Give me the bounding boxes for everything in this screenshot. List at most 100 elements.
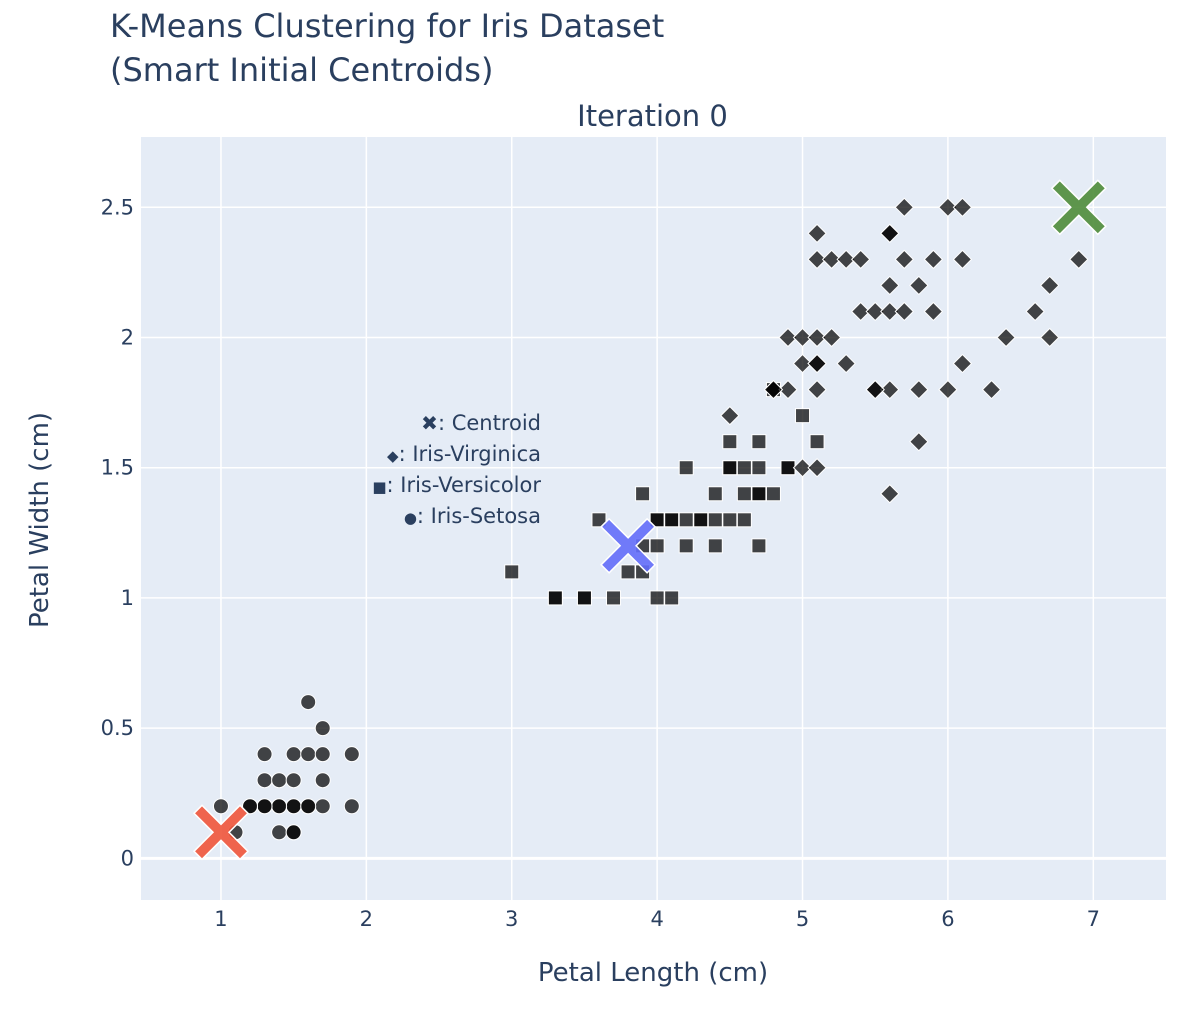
chart-subtitle: Iteration 0	[577, 99, 728, 133]
y-tick-label: 2	[121, 326, 134, 350]
legend-text: : Iris-Setosa	[417, 504, 541, 528]
virginica-point	[952, 353, 973, 374]
versicolor-point	[693, 512, 709, 528]
chart-title-line-1: K-Means Clustering for Iris Dataset	[110, 7, 665, 45]
legend-entry: ●: Iris-Setosa	[404, 504, 541, 528]
versicolor-point	[707, 538, 723, 554]
centroid-marker	[1050, 179, 1107, 236]
virginica-point	[880, 301, 900, 322]
virginica-point	[894, 197, 915, 218]
versicolor-point	[736, 486, 752, 502]
virginica-point	[850, 249, 871, 270]
virginica-point	[807, 327, 827, 348]
versicolor-point	[722, 512, 738, 528]
virginica-point	[865, 301, 885, 322]
versicolor-point	[591, 512, 607, 528]
versicolor-point	[547, 590, 563, 606]
virginica-point	[792, 458, 813, 478]
versicolor-point	[765, 486, 781, 502]
virginica-point	[778, 379, 798, 400]
setosa-point	[256, 772, 273, 789]
centroid-marker	[600, 517, 657, 574]
virginica-point	[880, 484, 900, 504]
setosa-point	[271, 824, 288, 841]
legend-entry: ■: Iris-Versicolor	[372, 473, 541, 497]
legend-entry: ✖: Centroid	[421, 411, 541, 435]
virginica-point	[909, 379, 929, 400]
versicolor-point	[664, 590, 680, 606]
legend-symbol: ✖	[421, 411, 438, 435]
versicolor-point	[722, 460, 738, 476]
legend-text: : Centroid	[438, 411, 541, 435]
setosa-point	[271, 772, 288, 789]
virginica-point	[923, 301, 944, 322]
versicolor-point	[649, 512, 665, 528]
setosa-point	[314, 720, 331, 737]
virginica-point	[938, 197, 958, 218]
versicolor-point	[649, 538, 665, 554]
versicolor-point	[707, 512, 723, 528]
virginica-point	[850, 301, 871, 322]
virginica-point	[865, 379, 885, 400]
virginica-point	[807, 353, 827, 374]
virginica-point	[880, 379, 900, 400]
versicolor-point	[751, 434, 767, 450]
virginica-point	[807, 223, 827, 244]
grid	[141, 137, 1166, 900]
centroid-marker	[192, 804, 250, 861]
setosa-point	[271, 798, 288, 815]
centroid-markers	[192, 179, 1107, 861]
legend-annotation: ✖: Centroid◆: Iris-Virginica■: Iris-Vers…	[372, 411, 541, 528]
virginica-point	[938, 379, 958, 400]
setosa-point	[256, 746, 273, 763]
virginica-point	[720, 405, 740, 426]
legend-symbol: ■	[372, 478, 386, 496]
setosa-point	[285, 772, 302, 789]
virginica-point	[981, 379, 1002, 400]
setosa-point	[314, 746, 331, 763]
virginica-point	[894, 301, 915, 322]
setosa-point	[300, 694, 317, 711]
virginica-point	[952, 249, 973, 270]
versicolor-point	[678, 460, 694, 476]
virginica-point	[1039, 275, 1060, 296]
setosa-point	[285, 746, 302, 763]
virginica-point	[909, 275, 929, 296]
versicolor-point	[707, 486, 723, 502]
virginica-point	[1039, 327, 1060, 348]
virginica-point	[807, 249, 827, 270]
virginica-point	[1025, 301, 1045, 322]
setosa-point	[343, 798, 360, 815]
y-tick-label: 2.5	[101, 195, 134, 219]
setosa-point	[212, 798, 229, 815]
data-points	[212, 197, 1089, 841]
versicolor-point	[606, 590, 622, 606]
setosa-point	[300, 746, 317, 763]
virginica-point	[894, 249, 915, 270]
virginica-point	[792, 353, 813, 374]
virginica-point	[923, 249, 944, 270]
legend-text: : Iris-Versicolor	[387, 473, 542, 497]
versicolor-point	[736, 512, 752, 528]
virginica-point	[821, 249, 842, 270]
versicolor-point	[504, 564, 520, 580]
virginica-point	[836, 353, 856, 374]
virginica-point	[880, 223, 900, 244]
x-axis-ticks: 1 2 3 4 5 6 7	[214, 907, 1100, 931]
chart-title-line-2: (Smart Initial Centroids)	[110, 51, 494, 89]
versicolor-point	[722, 434, 738, 450]
setosa-point	[256, 798, 273, 815]
virginica-point	[996, 327, 1016, 348]
virginica-point	[821, 327, 842, 348]
virginica-point	[807, 379, 827, 400]
virginica-point	[952, 197, 973, 218]
legend-symbol: ●	[404, 509, 417, 527]
virginica-point	[1069, 249, 1089, 270]
versicolor-point	[649, 590, 665, 606]
y-tick-label: 0.5	[101, 716, 134, 740]
setosa-point	[314, 772, 331, 789]
versicolor-point	[678, 512, 694, 528]
y-tick-label: 0	[121, 846, 134, 870]
setosa-point	[285, 798, 302, 815]
